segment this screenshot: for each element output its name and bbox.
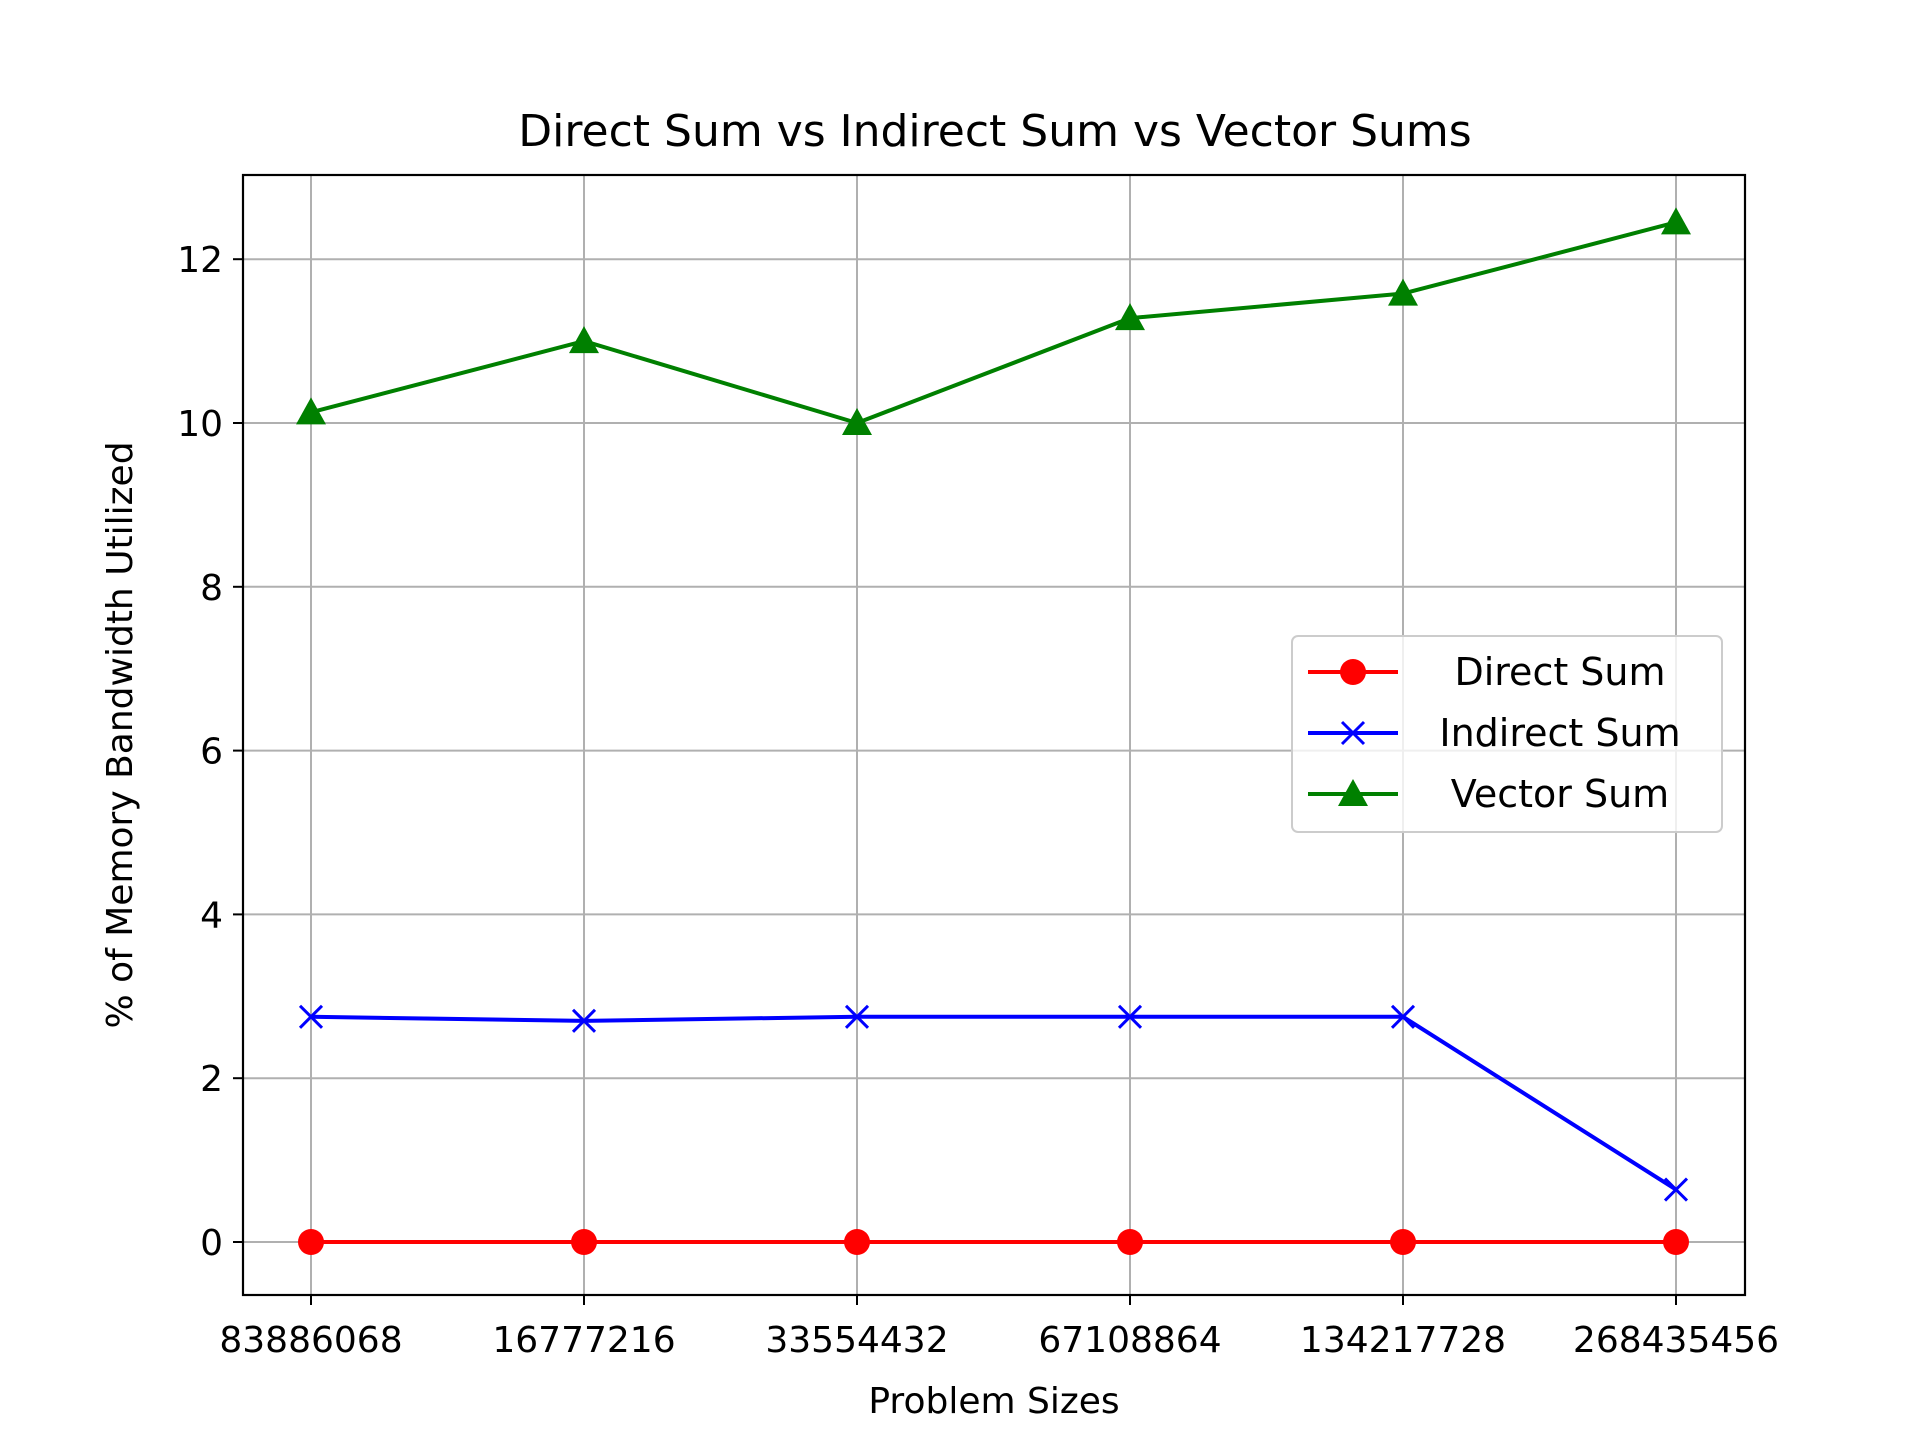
vector-sum-point xyxy=(842,408,872,435)
x-marker-stroke xyxy=(298,1004,324,1029)
legend-item-indirect-sum: Indirect Sum xyxy=(1308,711,1681,755)
vector-sum-point xyxy=(569,326,599,354)
legend-item-direct-sum: Direct Sum xyxy=(1308,650,1666,694)
direct-sum-point xyxy=(571,1229,597,1255)
x-marker-stroke xyxy=(571,1008,597,1033)
indirect-sum-point xyxy=(1390,1004,1416,1029)
y-tick-label: 4 xyxy=(200,895,223,936)
y-tick-label: 6 xyxy=(200,732,223,773)
x-marker-stroke xyxy=(1117,1004,1143,1029)
plot-frame xyxy=(241,173,1747,1297)
legend-label: Indirect Sum xyxy=(1439,711,1680,755)
x-axis-label: Problem Sizes xyxy=(868,1381,1119,1422)
indirect-sum-point xyxy=(1663,1177,1689,1202)
direct-sum-point xyxy=(1117,1229,1143,1255)
indirect-sum-point xyxy=(298,1004,324,1029)
x-marker-stroke xyxy=(1663,1177,1689,1202)
y-tick-label: 2 xyxy=(200,1059,223,1100)
legend: Direct Sum Indirect Sum Vector Sum xyxy=(1291,635,1723,833)
y-axis-ticks: 0 2 4 6 8 10 12 xyxy=(177,240,243,1264)
legend-box xyxy=(1291,635,1723,833)
y-tick-label: 8 xyxy=(200,568,223,609)
indirect-sum-point xyxy=(1117,1004,1143,1029)
x-tick-label: 33554432 xyxy=(765,1320,948,1361)
direct-sum-series xyxy=(298,1229,1689,1255)
direct-sum-point xyxy=(1390,1229,1416,1255)
direct-sum-point xyxy=(298,1229,324,1255)
y-tick-label: 10 xyxy=(177,404,223,445)
x-tick-label: 83886068 xyxy=(219,1320,402,1361)
legend-marker xyxy=(1340,659,1366,685)
legend-label: Direct Sum xyxy=(1454,650,1665,694)
legend-marker xyxy=(1340,720,1366,746)
y-tick-label: 0 xyxy=(200,1223,223,1264)
legend-item-vector-sum: Vector Sum xyxy=(1308,772,1669,816)
vector-sum-line xyxy=(310,220,1677,425)
legend-marker xyxy=(1338,779,1368,806)
direct-sum-point xyxy=(844,1229,870,1255)
x-tick-label: 268435456 xyxy=(1573,1320,1779,1361)
x-tick-label: 67108864 xyxy=(1038,1320,1221,1361)
x-axis-ticks: 83886068 16777216 33554432 67108864 13421772… xyxy=(219,1295,1779,1361)
indirect-sum-point xyxy=(844,1004,870,1029)
vector-sum-series xyxy=(296,207,1691,435)
vector-sum-point xyxy=(296,397,326,425)
y-axis-label: % of Memory Bandwidth Utilized xyxy=(100,441,141,1028)
x-tick-label: 16777216 xyxy=(492,1320,675,1361)
chart-title: Direct Sum vs Indirect Sum vs Vector Sum… xyxy=(518,106,1471,157)
x-marker-stroke xyxy=(1390,1004,1416,1029)
direct-sum-point xyxy=(1663,1229,1689,1255)
indirect-sum-point xyxy=(571,1008,597,1033)
vector-sum-point xyxy=(1661,207,1691,235)
legend-label: Vector Sum xyxy=(1451,772,1669,816)
indirect-sum-series xyxy=(298,1004,1689,1202)
vector-sum-point xyxy=(1388,278,1418,306)
indirect-sum-line xyxy=(310,1014,1678,1192)
y-tick-label: 12 xyxy=(177,240,223,281)
x-tick-label: 134217728 xyxy=(1300,1320,1506,1361)
vector-sum-point xyxy=(1115,303,1145,331)
x-marker-stroke xyxy=(844,1004,870,1029)
series-layer xyxy=(296,207,1691,1255)
x-marker-stroke xyxy=(1340,720,1366,746)
